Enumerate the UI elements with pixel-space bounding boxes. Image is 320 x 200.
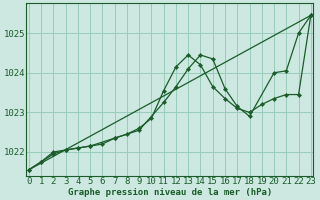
X-axis label: Graphe pression niveau de la mer (hPa): Graphe pression niveau de la mer (hPa) [68, 188, 272, 197]
